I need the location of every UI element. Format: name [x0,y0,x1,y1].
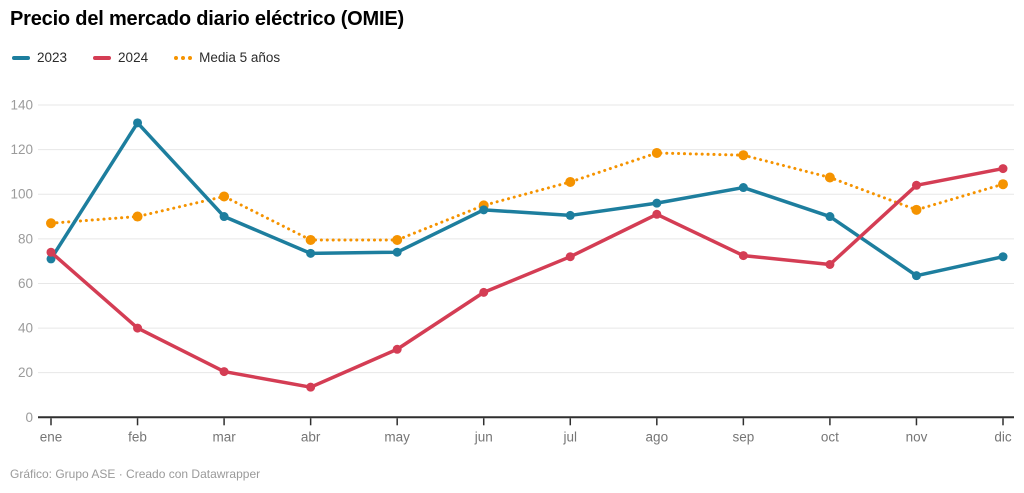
y-tick-label-140: 140 [10,98,33,113]
data-point-media-5-anos-ago [651,147,662,158]
data-point-2024-mar [219,367,229,377]
data-point-2024-ago [652,209,662,219]
x-tick-label-jun: jun [474,429,493,444]
data-point-media-5-anos-abr [305,234,316,245]
series-media-5-anos [46,147,1008,245]
data-point-2024-jul [565,252,575,262]
x-tick-label-abr: abr [301,429,321,444]
data-point-2024-may [392,344,402,354]
y-gridlines [38,104,1014,374]
x-tick-label-nov: nov [906,429,928,444]
x-tick-label-oct: oct [821,429,839,444]
data-point-2023-may [392,247,402,257]
data-point-media-5-anos-feb [132,211,143,222]
data-point-media-5-anos-dic [998,179,1008,190]
data-point-media-5-anos-mar [219,191,230,202]
price-line-chart: 0 20 40 60 80 100 120 140 ene feb mar abr may jun jul a… [10,98,1014,444]
data-point-2023-nov [911,271,921,281]
data-point-2024-oct [825,259,835,269]
data-point-2024-ene [46,247,56,257]
y-tick-label-120: 120 [10,142,33,157]
y-tick-label-40: 40 [18,321,33,336]
chart-title: Precio del mercado diario eléctrico (OMI… [10,8,404,30]
legend-swatch-2024 [93,55,112,60]
y-tick-label-80: 80 [18,231,33,246]
y-tick-label-20: 20 [18,365,33,380]
data-point-2024-nov [911,180,921,190]
data-point-2023-feb [133,118,143,128]
data-point-2023-dic [998,252,1008,262]
data-point-media-5-anos-nov [911,204,922,215]
data-point-media-5-anos-sep [738,150,749,161]
data-point-media-5-anos-ene [46,218,56,229]
data-point-2024-sep [738,251,748,261]
data-point-2024-jun [479,287,489,297]
legend-label-2023: 2023 [37,50,68,65]
x-tick-label-ene: ene [40,429,63,444]
data-point-2023-mar [219,212,229,222]
data-point-2023-ene [46,254,56,264]
chart-credit: Gráfico: Grupo ASE · Creado con Datawrap… [10,467,261,481]
data-point-media-5-anos-may [392,234,403,245]
y-tick-label-60: 60 [18,276,33,291]
legend-swatch-2023 [12,55,30,60]
legend: 2023 2024 Media 5 años [12,50,280,65]
y-axis-labels: 0 20 40 60 80 100 120 140 [10,98,33,425]
legend-swatch-media-5-anos [174,55,193,60]
legend-item-2024: 2024 [93,50,148,65]
series-2023 [46,118,1008,281]
data-point-2023-oct [825,212,835,222]
series-2024 [46,164,1008,392]
x-axis: ene feb mar abr may jun jul ago sep oct nov dic [38,416,1014,444]
legend-label-2024: 2024 [118,50,149,65]
data-point-2023-jun [479,205,489,215]
data-point-2023-sep [738,183,748,193]
legend-item-media-5-anos: Media 5 años [174,50,280,65]
data-point-2024-feb [133,323,143,333]
data-point-2023-jul [565,210,575,220]
data-point-2023-abr [306,248,316,258]
data-point-2024-dic [998,164,1008,174]
data-point-media-5-anos-jul [565,176,576,187]
y-tick-label-0: 0 [25,410,33,425]
data-point-media-5-anos-oct [824,172,835,183]
y-tick-label-100: 100 [10,187,33,202]
legend-item-2023: 2023 [12,50,67,65]
x-tick-label-jul: jul [563,429,578,444]
x-tick-label-dic: dic [994,429,1012,444]
x-tick-label-mar: mar [212,429,236,444]
data-point-2023-ago [652,198,662,208]
x-tick-label-ago: ago [646,429,669,444]
data-point-2024-abr [306,382,316,392]
x-tick-label-feb: feb [128,429,147,444]
legend-label-media-5-anos: Media 5 años [199,50,281,65]
x-tick-label-sep: sep [732,429,754,444]
x-tick-label-may: may [384,429,410,444]
